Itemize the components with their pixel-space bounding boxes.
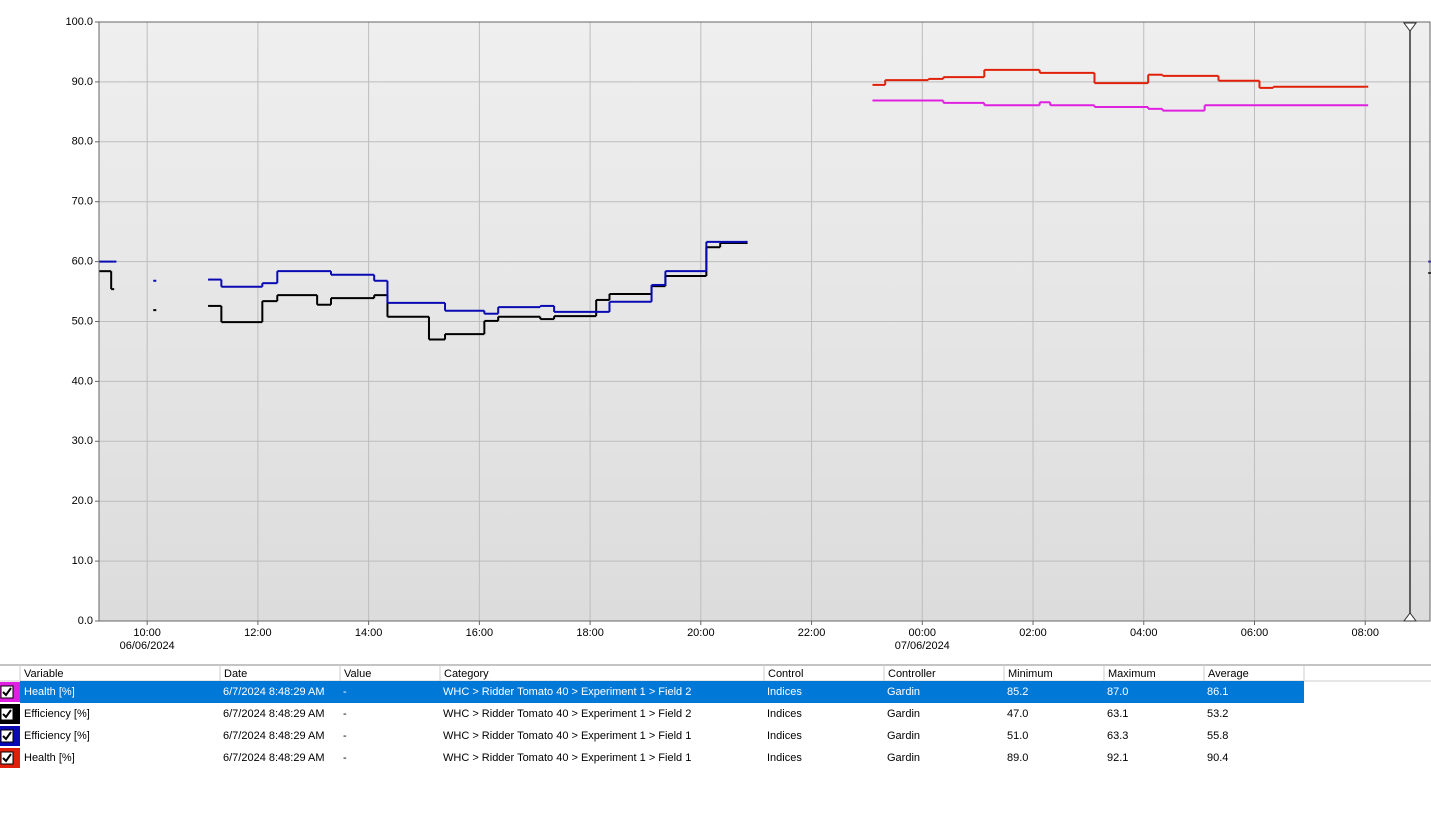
table-cell: 6/7/2024 8:48:29 AM <box>223 708 325 720</box>
table-cell: - <box>343 730 347 742</box>
table-cell: WHC > Ridder Tomato 40 > Experiment 1 > … <box>443 686 691 698</box>
table-row[interactable]: Health [%] 6/7/2024 8:48:29 AM - WHC > Ridd… <box>0 681 1304 703</box>
table-cell: Gardin <box>887 730 920 742</box>
x-tick-label: 10:00 <box>133 627 161 639</box>
column-header[interactable]: Value <box>344 668 371 680</box>
table-cell: Efficiency [%] <box>24 708 90 720</box>
x-tick-label: 14:00 <box>355 627 383 639</box>
table-cell: Gardin <box>887 752 920 764</box>
table-cell: 63.3 <box>1107 730 1128 742</box>
table-cell: 87.0 <box>1107 686 1128 698</box>
table-cell: 89.0 <box>1007 752 1028 764</box>
y-tick-label: 30.0 <box>72 435 93 447</box>
x-tick-label: 20:00 <box>687 627 715 639</box>
check-mark <box>2 687 12 697</box>
table-cell: Indices <box>767 730 802 742</box>
x-tick-label: 00:00 <box>909 627 937 639</box>
table-cell: 6/7/2024 8:48:29 AM <box>223 686 325 698</box>
cursor-handle[interactable] <box>1403 22 1417 32</box>
table-cell: Efficiency [%] <box>24 730 90 742</box>
x-tick-label: 16:00 <box>466 627 494 639</box>
table-cell: 47.0 <box>1007 708 1028 720</box>
y-tick-label: 90.0 <box>72 76 93 88</box>
x-tick-date: 07/06/2024 <box>895 640 950 652</box>
y-tick-label: 100.0 <box>65 16 93 28</box>
table-cell: - <box>343 752 347 764</box>
table-cell: 63.1 <box>1107 708 1128 720</box>
table-cell: Indices <box>767 752 802 764</box>
x-tick-label: 12:00 <box>244 627 272 639</box>
y-tick-label: 60.0 <box>72 256 93 268</box>
x-tick-label: 04:00 <box>1130 627 1158 639</box>
x-tick-label: 08:00 <box>1351 627 1379 639</box>
x-tick-date: 06/06/2024 <box>120 640 175 652</box>
y-tick-label: 0.0 <box>78 615 93 627</box>
data-table: Variable Date Value Category Control Controll… <box>0 664 1431 768</box>
table-cell: Indices <box>767 686 802 698</box>
table-cell: 55.8 <box>1207 730 1228 742</box>
x-tick-label: 02:00 <box>1019 627 1047 639</box>
y-tick-label: 50.0 <box>72 315 93 327</box>
x-tick-label: 18:00 <box>576 627 604 639</box>
table-cell: 85.2 <box>1007 686 1028 698</box>
x-tick-label: 06:00 <box>1241 627 1269 639</box>
column-header[interactable]: Variable <box>24 668 64 680</box>
y-tick-label: 20.0 <box>72 495 93 507</box>
column-header[interactable]: Control <box>768 668 803 680</box>
y-tick-label: 80.0 <box>72 136 93 148</box>
table-cell: 86.1 <box>1207 686 1228 698</box>
column-header[interactable]: Maximum <box>1108 668 1156 680</box>
table-cell: WHC > Ridder Tomato 40 > Experiment 1 > … <box>443 752 691 764</box>
column-header[interactable]: Category <box>444 668 489 680</box>
column-header[interactable]: Minimum <box>1008 668 1053 680</box>
table-row[interactable]: Efficiency [%] 6/7/2024 8:48:29 AM - WHC > … <box>0 704 1228 724</box>
table-cell: - <box>343 708 347 720</box>
y-tick-label: 70.0 <box>72 196 93 208</box>
cursor[interactable] <box>1403 22 1417 622</box>
x-tick-label: 22:00 <box>798 627 826 639</box>
table-row[interactable]: Health [%] 6/7/2024 8:48:29 AM - WHC > Ridd… <box>0 748 1228 768</box>
table-cell: Indices <box>767 708 802 720</box>
y-tick-label: 10.0 <box>72 555 93 567</box>
cursor-handle[interactable] <box>1403 612 1417 622</box>
table-cell: Health [%] <box>24 686 75 698</box>
table-cell: 51.0 <box>1007 730 1028 742</box>
check-mark <box>2 709 12 719</box>
table-cell: 6/7/2024 8:48:29 AM <box>223 730 325 742</box>
table-row[interactable]: Efficiency [%] 6/7/2024 8:48:29 AM - WHC > … <box>0 726 1228 746</box>
column-header[interactable]: Date <box>224 668 247 680</box>
table-cell: - <box>343 686 347 698</box>
check-mark <box>2 753 12 763</box>
table-cell: 6/7/2024 8:48:29 AM <box>223 752 325 764</box>
table-cell: WHC > Ridder Tomato 40 > Experiment 1 > … <box>443 708 691 720</box>
table-cell: 92.1 <box>1107 752 1128 764</box>
column-header[interactable]: Controller <box>888 668 936 680</box>
table-cell: Gardin <box>887 686 920 698</box>
table-cell: Health [%] <box>24 752 75 764</box>
series-lines <box>99 68 1431 341</box>
table-cell: Gardin <box>887 708 920 720</box>
row-highlight <box>20 681 1304 703</box>
y-tick-label: 40.0 <box>72 375 93 387</box>
table-cell: 53.2 <box>1207 708 1228 720</box>
column-header[interactable]: Average <box>1208 668 1249 680</box>
check-mark <box>2 731 12 741</box>
table-cell: 90.4 <box>1207 752 1228 764</box>
table-cell: WHC > Ridder Tomato 40 > Experiment 1 > … <box>443 730 691 742</box>
